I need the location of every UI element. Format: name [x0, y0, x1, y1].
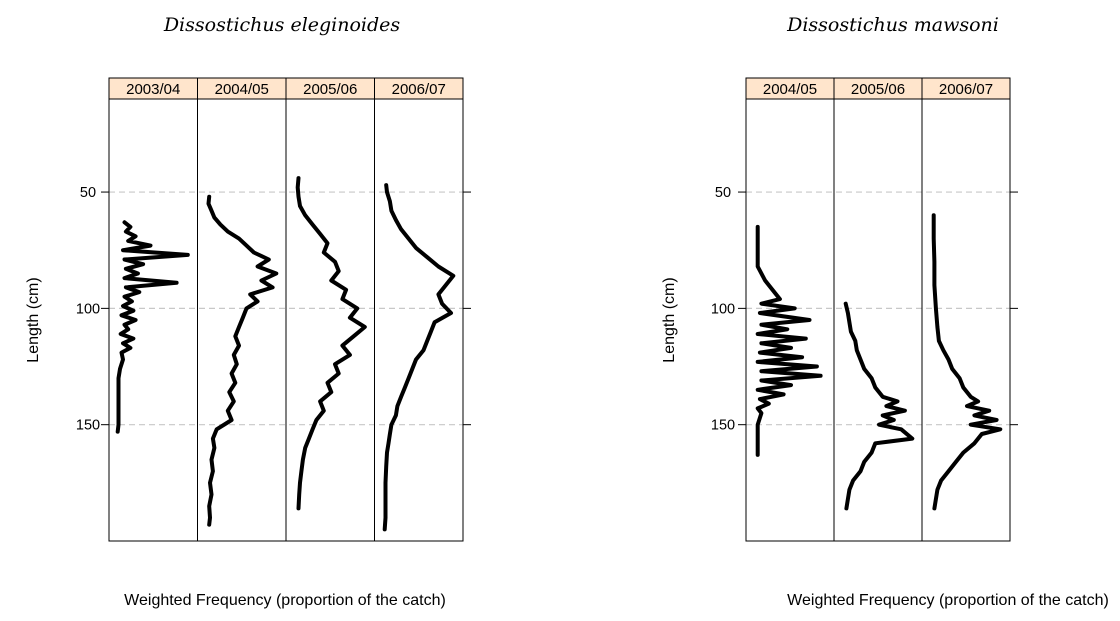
chart-left-ylabel: Length (cm) [25, 277, 42, 362]
left-strip-label-3: 2006/07 [392, 81, 446, 98]
right-ytick-label-100: 100 [711, 301, 735, 317]
left-ytick-label-100: 100 [76, 301, 100, 317]
left-strip-label-0: 2003/04 [126, 81, 180, 98]
right-strip-label-0: 2004/05 [763, 81, 817, 98]
left-panel-border-0 [108, 98, 198, 542]
chart-right-ylabel: Length (cm) [661, 277, 678, 362]
left-strip-label-1: 2004/05 [215, 81, 269, 98]
chart-right-plot: 2004/05 2005/06 2006/07 50 100 150 [711, 77, 1018, 542]
left-series-line-3 [382, 183, 456, 532]
chart-left-title: Dissostichus eleginoides [163, 14, 401, 36]
right-series-line-2 [931, 213, 1003, 511]
chart-left-xlabel: Weighted Frequency (proportion of the ca… [124, 592, 446, 609]
left-series-line-1 [206, 194, 279, 527]
left-strip-label-2: 2005/06 [303, 81, 357, 98]
right-series-line-0 [755, 224, 823, 457]
chart-left: Dissostichus eleginoides Length (cm) Wei… [25, 14, 471, 609]
right-panel-border-2 [921, 98, 1011, 542]
right-ytick-label-50: 50 [715, 185, 731, 201]
chart-right: Dissostichus mawsoni Length (cm) Weighte… [661, 14, 1109, 609]
right-strip-label-2: 2006/07 [939, 81, 993, 98]
chart-right-title: Dissostichus mawsoni [786, 14, 999, 36]
left-series-line-2 [295, 176, 367, 511]
right-ytick-label-150: 150 [711, 418, 735, 434]
left-ytick-label-150: 150 [76, 418, 100, 434]
left-ytick-label-50: 50 [80, 185, 96, 201]
right-series-line-1 [843, 301, 915, 511]
right-strip-label-1: 2005/06 [851, 81, 905, 98]
left-series-line-0 [115, 220, 190, 434]
chart-left-plot: 2003/04 2004/05 2005/06 2006/07 50 100 150 [76, 77, 471, 542]
left-panel-border-3 [374, 98, 464, 542]
chart-right-xlabel: Weighted Frequency (proportion of the ca… [787, 592, 1109, 609]
